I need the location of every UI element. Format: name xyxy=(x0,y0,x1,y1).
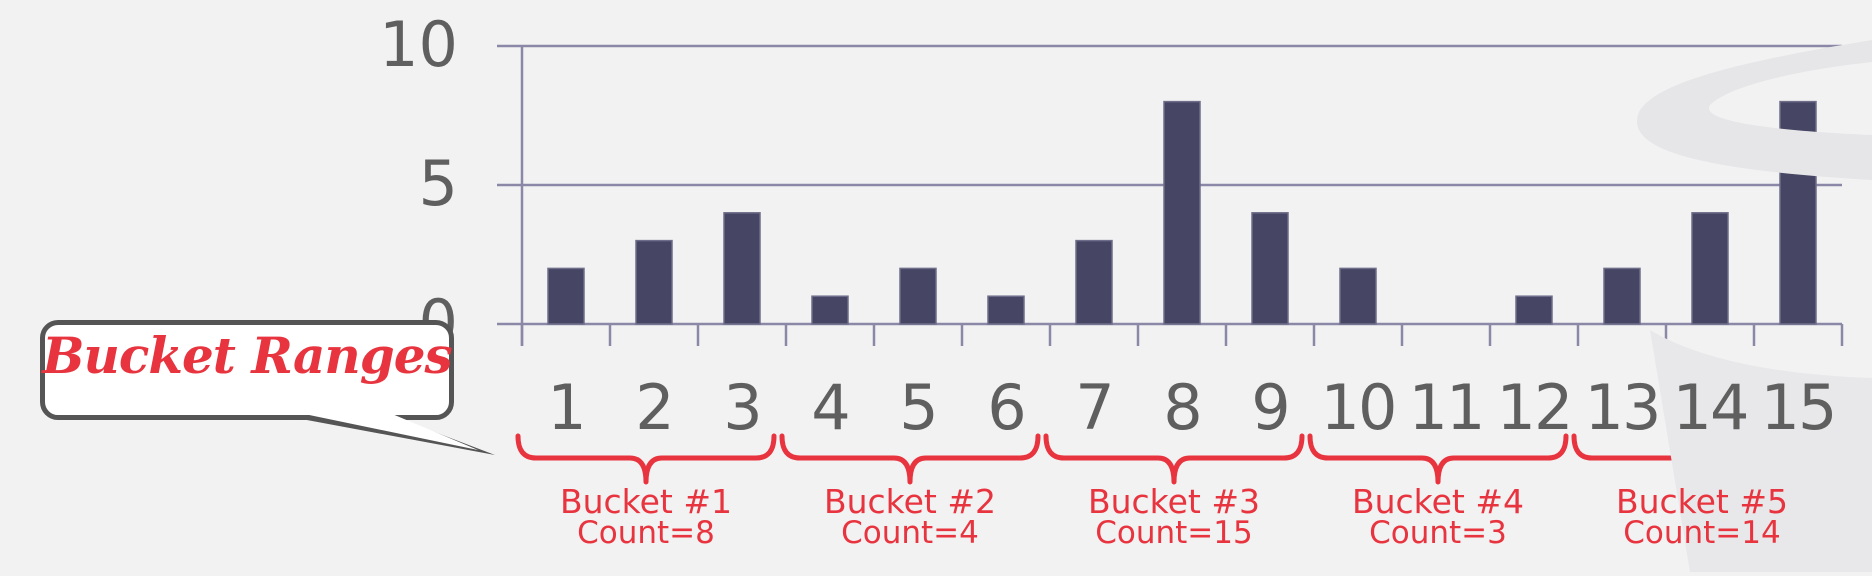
bucket-title: Bucket #3 xyxy=(1087,482,1260,521)
bucket-brace-2 xyxy=(779,433,1041,485)
x-tick-label: 6 xyxy=(987,371,1026,444)
x-tick-label: 13 xyxy=(1584,371,1662,444)
x-tick-label: 4 xyxy=(811,371,850,444)
bucket-brace-1 xyxy=(515,433,777,485)
bar-6 xyxy=(987,295,1025,325)
bar-7 xyxy=(1075,239,1113,325)
bar-2 xyxy=(635,239,673,325)
bar-10 xyxy=(1339,267,1377,325)
x-tick-label: 11 xyxy=(1408,371,1486,444)
bar-4 xyxy=(811,295,849,325)
bar-12 xyxy=(1515,295,1553,325)
x-tick-label: 2 xyxy=(635,371,674,444)
x-tick-label: 9 xyxy=(1251,371,1290,444)
bucket-brace-4 xyxy=(1307,433,1569,485)
y-tick-label: 10 xyxy=(379,8,458,81)
x-tick-label: 10 xyxy=(1320,371,1398,444)
bar-3 xyxy=(723,212,761,325)
bucket-title: Bucket #1 xyxy=(559,482,732,521)
bucket-count: Count=15 xyxy=(1095,515,1253,551)
callout-label: Bucket Ranges xyxy=(42,326,452,385)
x-tick-label: 1 xyxy=(547,371,586,444)
bar-1 xyxy=(547,267,585,325)
bar-14 xyxy=(1691,212,1729,325)
bucket-title: Bucket #5 xyxy=(1615,482,1788,521)
bar-8 xyxy=(1163,100,1201,325)
bar-5 xyxy=(899,267,937,325)
x-tick-label: 3 xyxy=(723,371,762,444)
x-tick-label: 12 xyxy=(1496,371,1574,444)
bucket-brace-3 xyxy=(1043,433,1305,485)
bar-9 xyxy=(1251,212,1289,325)
callout-box xyxy=(40,320,454,420)
x-tick-label: 8 xyxy=(1163,371,1202,444)
bucket-count: Count=8 xyxy=(577,515,715,551)
x-tick-label: 14 xyxy=(1672,371,1750,444)
x-tick-label: 7 xyxy=(1075,371,1114,444)
bucket-title: Bucket #4 xyxy=(1351,482,1524,521)
y-tick-label: 5 xyxy=(418,147,458,220)
bucket-title: Bucket #2 xyxy=(823,482,996,521)
bucket-count: Count=3 xyxy=(1369,515,1507,551)
x-tick-label: 15 xyxy=(1760,371,1838,444)
x-tick-label: 5 xyxy=(899,371,938,444)
bar-13 xyxy=(1603,267,1641,325)
bucket-count: Count=4 xyxy=(841,515,979,551)
bucket-count: Count=14 xyxy=(1623,515,1781,551)
